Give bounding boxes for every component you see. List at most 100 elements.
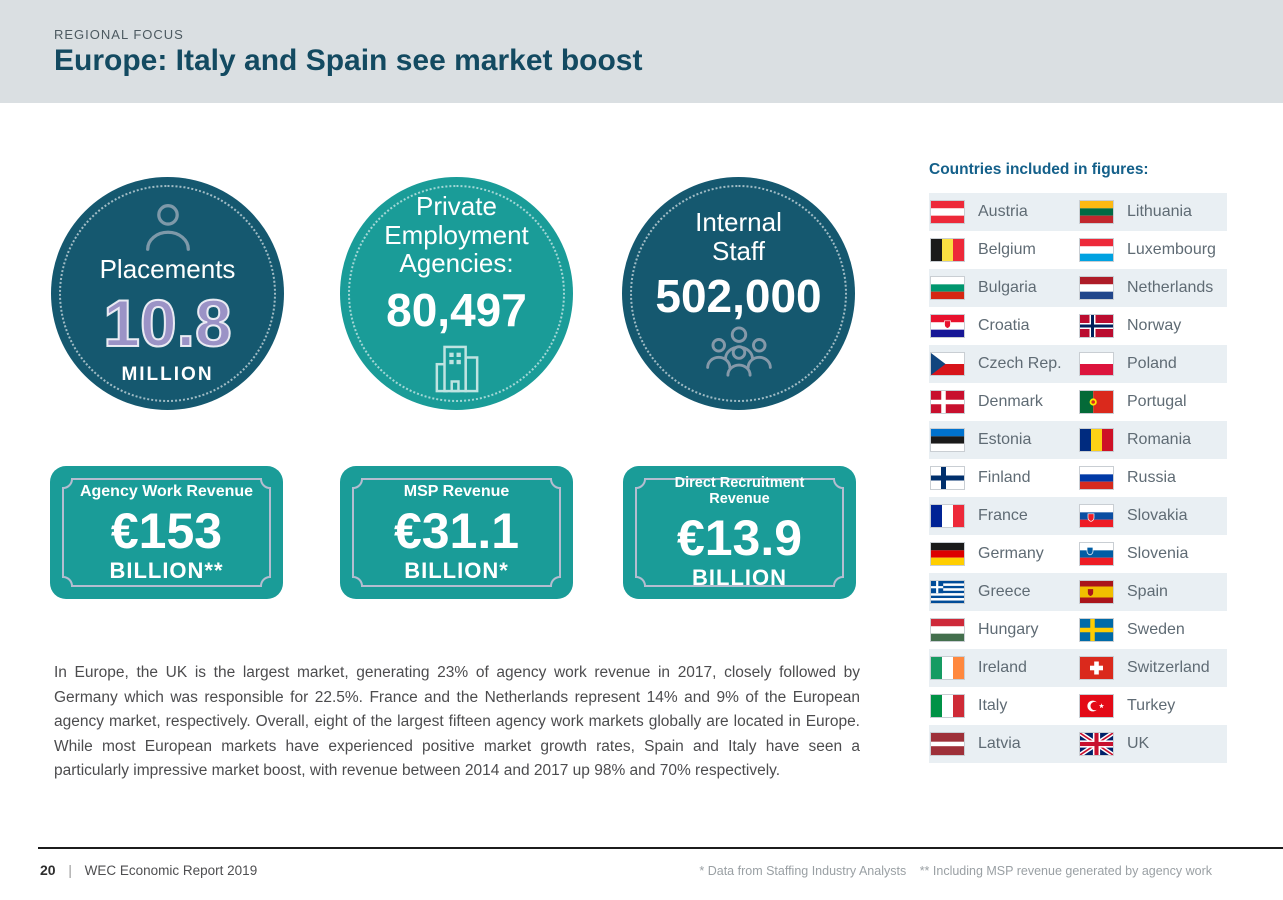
stat-unit: MILLION <box>121 363 214 385</box>
estonia-flag-icon <box>930 428 965 452</box>
section-eyebrow: REGIONAL FOCUS <box>54 27 184 42</box>
country-item-turkey: Turkey <box>1078 694 1227 718</box>
country-item-ireland: Ireland <box>929 656 1078 680</box>
stat-value: 10.8 <box>102 285 232 360</box>
stat-circle-placements: Placements 10.8 MILLION <box>51 177 284 410</box>
country-row: Ireland Switzerland <box>929 649 1227 687</box>
norway-flag-icon <box>1079 314 1114 338</box>
netherlands-flag-icon <box>1079 276 1114 300</box>
country-name: Hungary <box>978 621 1039 638</box>
person-icon <box>145 204 190 252</box>
poland-flag-icon <box>1079 352 1114 376</box>
greece-flag-icon <box>930 580 965 604</box>
denmark-flag-icon <box>930 390 965 414</box>
plaque-frame <box>62 478 271 587</box>
country-row: Latvia UK <box>929 725 1227 763</box>
country-name: Turkey <box>1127 697 1176 714</box>
country-item-luxembourg: Luxembourg <box>1078 238 1227 262</box>
country-item-hungary: Hungary <box>929 618 1078 642</box>
country-name: Belgium <box>978 241 1036 258</box>
hungary-flag-icon <box>930 618 965 642</box>
country-name: Austria <box>978 203 1028 220</box>
portugal-flag-icon <box>1079 390 1114 414</box>
footnote-2: ** Including MSP revenue generated by ag… <box>919 864 1212 878</box>
stat-value: 80,497 <box>386 283 527 336</box>
country-name: Latvia <box>978 735 1021 752</box>
country-name: Slovakia <box>1127 507 1188 524</box>
switzerland-flag-icon <box>1079 656 1114 680</box>
countries-list: Austria Lithuania Belgium Luxembourg Bulgari… <box>929 193 1227 763</box>
italy-flag-icon <box>930 694 965 718</box>
croatia-flag-icon <box>930 314 965 338</box>
stat-label: Placements <box>99 254 236 285</box>
country-name: Luxembourg <box>1127 241 1216 258</box>
ireland-flag-icon <box>930 656 965 680</box>
country-name: Denmark <box>978 393 1043 410</box>
page-number: 20 <box>40 862 56 878</box>
card-value: €31.1 <box>393 502 520 559</box>
country-row: Czech Rep. Poland <box>929 345 1227 383</box>
country-item-bulgaria: Bulgaria <box>929 276 1078 300</box>
country-row: Italy Turkey <box>929 687 1227 725</box>
country-row: Germany Slovenia <box>929 535 1227 573</box>
romania-flag-icon <box>1079 428 1114 452</box>
body-paragraph: In Europe, the UK is the largest market,… <box>54 664 860 779</box>
country-row: Finland Russia <box>929 459 1227 497</box>
sweden-flag-icon <box>1079 618 1114 642</box>
finland-flag-icon <box>930 466 965 490</box>
page-title: Europe: Italy and Spain see market boost <box>54 44 643 77</box>
country-row: Austria Lithuania <box>929 193 1227 231</box>
footnote-1: * Data from Staffing Industry Analysts <box>699 864 907 878</box>
latvia-flag-icon <box>930 732 965 756</box>
country-name: Czech Rep. <box>978 355 1062 372</box>
country-name: Netherlands <box>1127 279 1214 296</box>
country-name: Bulgaria <box>978 279 1037 296</box>
country-item-spain: Spain <box>1078 580 1227 604</box>
country-item-finland: Finland <box>929 466 1078 490</box>
country-row: Greece Spain <box>929 573 1227 611</box>
france-flag-icon <box>930 504 965 528</box>
belgium-flag-icon <box>930 238 965 262</box>
dotted-ring <box>630 185 847 402</box>
country-row: Denmark Portugal <box>929 383 1227 421</box>
country-item-slovakia: Slovakia <box>1078 504 1227 528</box>
country-name: Spain <box>1127 583 1168 600</box>
stat-label: Private Employment Agencies: <box>384 191 529 279</box>
country-name: Romania <box>1127 431 1192 448</box>
country-name: UK <box>1127 735 1150 752</box>
luxembourg-flag-icon <box>1079 238 1114 262</box>
report-title: WEC Economic Report 2019 <box>84 863 258 878</box>
country-name: Russia <box>1127 469 1176 486</box>
country-row: Hungary Sweden <box>929 611 1227 649</box>
page-header: REGIONAL FOCUS Europe: Italy and Spain s… <box>0 0 1283 103</box>
revenue-card-msp: MSP Revenue €31.1 BILLION* <box>340 466 573 599</box>
footer-separator: | <box>68 863 72 878</box>
revenue-card-agency-work: Agency Work Revenue €153 BILLION** <box>50 466 283 599</box>
austria-flag-icon <box>930 200 965 224</box>
czech-flag-icon <box>930 352 965 376</box>
country-name: Greece <box>978 583 1031 600</box>
country-item-greece: Greece <box>929 580 1078 604</box>
country-name: Norway <box>1127 317 1182 334</box>
country-item-czech: Czech Rep. <box>929 352 1078 376</box>
people-group-icon <box>705 326 772 377</box>
country-name: Poland <box>1127 355 1177 372</box>
dotted-ring <box>59 185 276 402</box>
country-item-denmark: Denmark <box>929 390 1078 414</box>
spain-flag-icon <box>1079 580 1114 604</box>
country-name: Germany <box>978 545 1044 562</box>
card-unit: BILLION* <box>404 557 509 583</box>
country-name: Portugal <box>1127 393 1187 410</box>
country-item-austria: Austria <box>929 200 1078 224</box>
building-icon <box>435 345 478 393</box>
country-item-uk: UK <box>1078 732 1227 756</box>
country-item-portugal: Portugal <box>1078 390 1227 414</box>
country-name: Estonia <box>978 431 1032 448</box>
stat-circle-internal-staff: Internal Staff 502,000 <box>622 177 855 410</box>
footer-left: 20 | WEC Economic Report 2019 <box>40 862 257 878</box>
card-title: MSP Revenue <box>403 483 510 501</box>
country-item-sweden: Sweden <box>1078 618 1227 642</box>
dotted-ring <box>348 185 565 402</box>
turkey-flag-icon <box>1079 694 1114 718</box>
country-name: Ireland <box>978 659 1027 676</box>
